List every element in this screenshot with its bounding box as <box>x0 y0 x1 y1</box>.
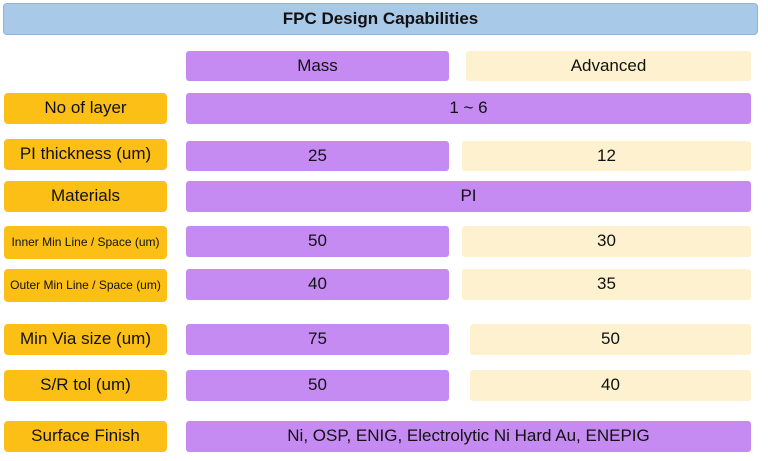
row-label-materials: Materials <box>4 181 167 212</box>
row-mass-pi-thickness: 25 <box>186 141 449 171</box>
row-mass-inner-min-line-space: 50 <box>186 226 449 257</box>
row-value-no-of-layer: 1 ~ 6 <box>186 93 751 124</box>
row-mass-min-via-size: 75 <box>186 324 449 355</box>
row-advanced-min-via-size: 50 <box>470 324 751 355</box>
row-label-outer-min-line-space: Outer Min Line / Space (um) <box>4 269 167 302</box>
row-mass-outer-min-line-space: 40 <box>186 269 449 300</box>
row-label-inner-min-line-space: Inner Min Line / Space (um) <box>4 226 167 259</box>
row-advanced-sr-tol: 40 <box>470 370 751 401</box>
row-advanced-pi-thickness: 12 <box>462 141 751 171</box>
table-title: FPC Design Capabilities <box>3 3 758 35</box>
row-label-pi-thickness: PI thickness (um) <box>4 139 167 170</box>
column-header-advanced: Advanced <box>466 51 751 81</box>
row-mass-sr-tol: 50 <box>186 370 449 401</box>
row-label-sr-tol: S/R tol (um) <box>4 370 167 401</box>
row-label-no-of-layer: No of layer <box>4 93 167 124</box>
row-label-surface-finish: Surface Finish <box>4 421 167 452</box>
column-header-mass: Mass <box>186 51 449 81</box>
row-advanced-outer-min-line-space: 35 <box>462 269 751 300</box>
row-label-min-via-size: Min Via size (um) <box>4 324 167 355</box>
row-value-materials: PI <box>186 181 751 212</box>
row-value-surface-finish: Ni, OSP, ENIG, Electrolytic Ni Hard Au, … <box>186 421 751 452</box>
row-advanced-inner-min-line-space: 30 <box>462 226 751 257</box>
